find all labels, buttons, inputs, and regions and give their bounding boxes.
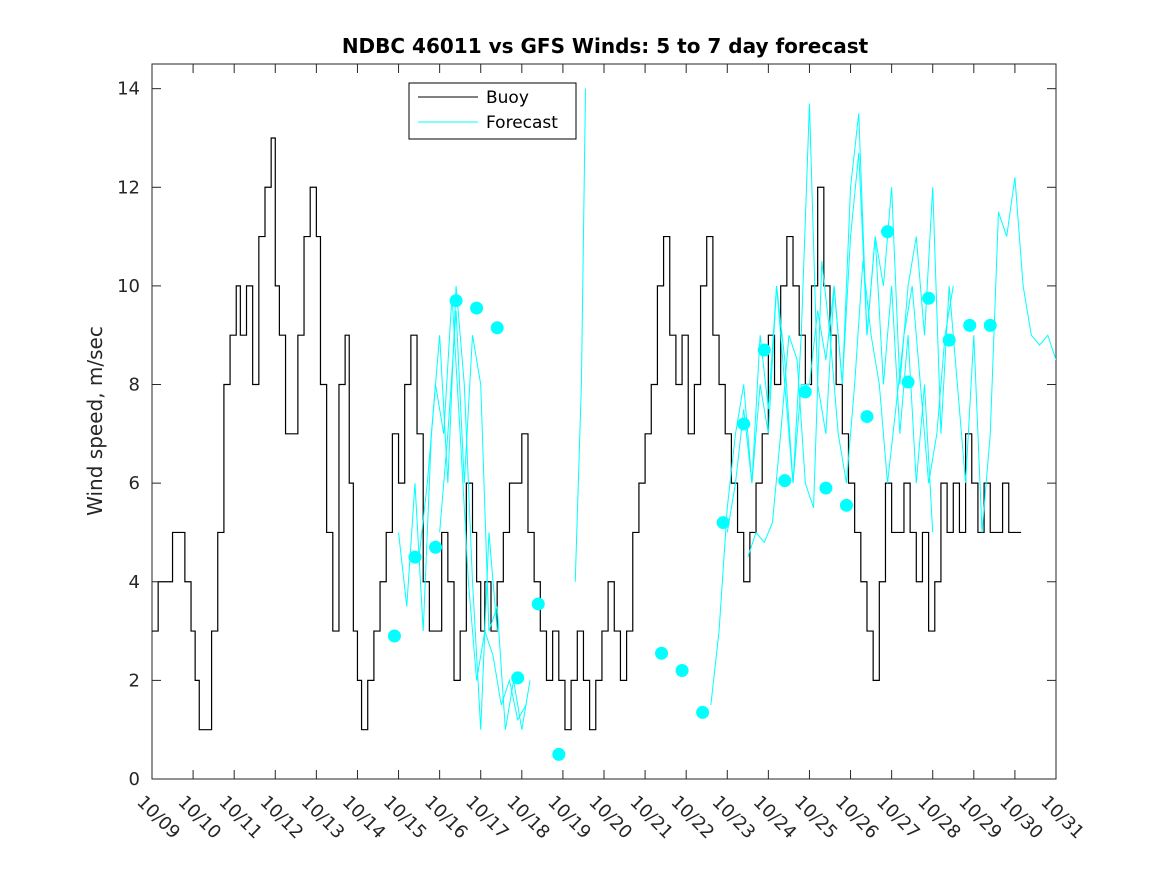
x-tick-label: 10/22 [667,792,719,844]
forecast-marker [881,225,895,239]
x-tick-label: 10/30 [995,792,1047,844]
forecast-series-line [574,88,587,582]
x-tick-label: 10/27 [872,792,924,844]
forecast-marker [983,318,997,332]
x-tick-label: 10/23 [708,792,760,844]
x-tick-label: 10/15 [379,792,431,844]
y-tick-label: 14 [117,79,140,100]
x-tick-label: 10/12 [256,792,308,844]
forecast-marker [798,385,812,399]
y-tick-label: 10 [117,276,140,297]
forecast-marker [531,597,545,611]
legend-box [408,82,577,140]
x-tick-label: 10/20 [584,792,636,844]
y-tick-label: 0 [129,769,140,790]
forecast-marker [470,301,484,315]
legend-forecast-label: Forecast [486,113,558,133]
forecast-series-line [747,261,954,558]
x-tick-label: 10/18 [502,792,554,844]
forecast-marker [778,474,792,488]
y-tick-label: 8 [129,375,140,396]
forecast-marker [942,333,956,347]
x-tick-label: 10/31 [1036,792,1088,844]
legend-buoy-label: Buoy [486,88,529,108]
forecast-marker [716,516,730,530]
x-tick-label: 10/09 [132,792,184,844]
x-tick-label: 10/14 [338,792,390,844]
forecast-series-line [710,103,1056,706]
forecast-marker [737,417,751,431]
x-tick-label: 10/25 [790,792,842,844]
forecast-marker [963,318,977,332]
y-tick-label: 4 [129,572,140,593]
x-tick-label: 10/21 [626,792,678,844]
forecast-marker [552,747,566,761]
forecast-marker [757,343,771,357]
forecast-series-line [726,152,934,533]
forecast-marker [408,550,422,564]
y-tick-label: 6 [129,473,140,494]
x-tick-label: 10/24 [749,792,801,844]
forecast-marker [429,540,443,554]
y-tick-label: 2 [129,670,140,691]
legend: Buoy Forecast [408,82,577,140]
forecast-marker [511,671,525,685]
forecast-marker [922,291,936,305]
forecast-marker [860,410,874,424]
forecast-marker [901,375,915,389]
forecast-series-line [418,295,527,722]
chart-title: NDBC 46011 vs GFS Winds: 5 to 7 day fore… [342,34,869,58]
forecast-marker [387,629,401,643]
x-tick-label: 10/11 [215,792,267,844]
x-tick-label: 10/16 [420,792,472,844]
buoy-series-line [152,137,1022,731]
forecast-marker [675,664,689,678]
x-tick-label: 10/19 [543,792,595,844]
x-tick-label: 10/13 [297,792,349,844]
axes-box [151,63,1057,780]
forecast-series-line [398,285,498,730]
y-axis-label: Wind speed, m/sec [83,326,107,516]
x-tick-label: 10/29 [954,792,1006,844]
forecast-marker [819,481,833,495]
y-tick-label: 12 [117,177,140,198]
y-axis-ticks: 0 2 4 6 8 10 12 14 [117,79,1056,790]
plot-area [151,63,1057,780]
forecast-marker [839,498,853,512]
forecast-series-line [439,310,531,730]
x-tick-label: 10/10 [174,792,226,844]
forecast-marker [696,705,710,719]
forecast-marker [655,646,669,660]
x-tick-label: 10/26 [831,792,883,844]
x-tick-label: 10/28 [913,792,965,844]
forecast-marker [449,294,463,308]
forecast-marker [490,321,504,335]
x-tick-label: 10/17 [461,792,513,844]
series-group [152,88,1056,761]
